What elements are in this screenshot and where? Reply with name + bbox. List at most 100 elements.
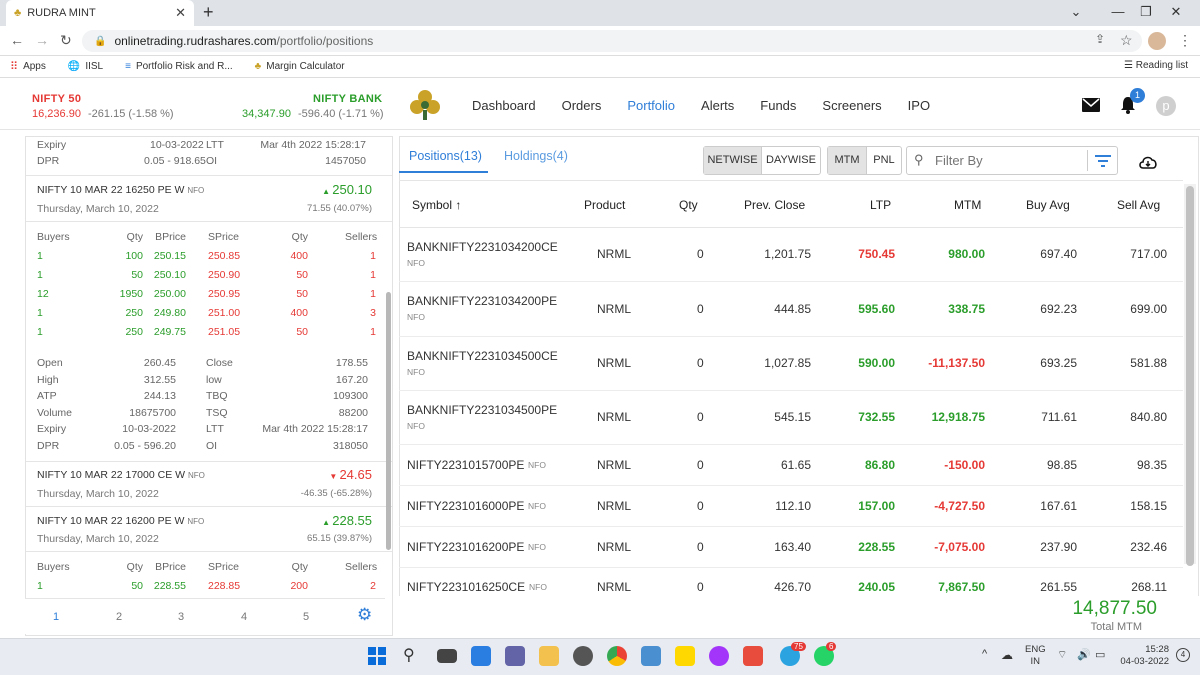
product: NRML: [597, 356, 632, 370]
close-tab-icon[interactable]: ✕: [175, 5, 186, 20]
position-row[interactable]: BANKNIFTY2231034500PE NFO NRML 0 545.15 732.5…: [399, 391, 1183, 445]
position-row[interactable]: BANKNIFTY2231034200PE NFO NRML 0 444.85 595.6…: [399, 282, 1183, 337]
user-avatar[interactable]: p: [1156, 96, 1176, 116]
nav-funds[interactable]: Funds: [760, 98, 797, 113]
task-view-icon[interactable]: [437, 649, 457, 663]
bookmark-star-icon[interactable]: ☆: [1120, 32, 1133, 48]
col-symbol[interactable]: Symbol ↑: [412, 198, 462, 212]
browser-tab[interactable]: ♣ RUDRA MINT ✕: [6, 0, 194, 26]
bookmark-iisl[interactable]: 🌐 IISL: [67, 61, 104, 72]
position-row[interactable]: BANKNIFTY2231034200CE NFO NRML 0 1,201.75 750…: [399, 228, 1183, 282]
left-scrollbar[interactable]: [386, 292, 391, 550]
telegram-icon[interactable]: [780, 646, 800, 666]
page-1[interactable]: 1: [53, 611, 60, 623]
minimize-icon[interactable]: —: [1111, 4, 1125, 19]
profile-avatar[interactable]: [1148, 32, 1166, 50]
position-row[interactable]: NIFTY2231015700PE NFO NRML 0 61.65 86.80 -150.…: [399, 445, 1183, 486]
col-prev-close[interactable]: Prev. Close: [744, 198, 806, 212]
col-mtm[interactable]: MTM: [954, 198, 982, 212]
remote-desktop-icon[interactable]: [641, 646, 661, 666]
nav-dashboard[interactable]: Dashboard: [472, 98, 536, 113]
netwise-button[interactable]: NETWISE: [704, 147, 762, 174]
sell-avg: 158.15: [1130, 498, 1167, 513]
position-row[interactable]: NIFTY2231016200PE NFO NRML 0 163.40 228.55 -7,…: [399, 527, 1183, 568]
rudra-logo-icon[interactable]: [408, 88, 442, 122]
pnl-button[interactable]: PNL: [865, 147, 901, 174]
col-sell-avg[interactable]: Sell Avg: [1117, 198, 1161, 212]
settings-gear-icon[interactable]: ⚙: [357, 605, 373, 624]
windows-start-icon[interactable]: [368, 647, 386, 665]
col-buy-avg[interactable]: Buy Avg: [1026, 198, 1070, 212]
positions-scrollbar[interactable]: [1184, 184, 1196, 566]
filter-input[interactable]: [935, 150, 1085, 171]
back-icon[interactable]: ←: [10, 32, 24, 48]
mtm: -11,137.50: [928, 356, 985, 370]
product: NRML: [597, 410, 632, 424]
clock[interactable]: 15:28 04-03-2022: [1120, 644, 1169, 667]
col-product[interactable]: Product: [584, 198, 626, 212]
page-3[interactable]: 3: [178, 611, 185, 623]
daywise-button[interactable]: DAYWISE: [761, 147, 820, 174]
volume-icon[interactable]: 🔊: [1077, 649, 1091, 661]
prev-close: 545.15: [774, 410, 811, 424]
tab-search-icon[interactable]: ⌄: [1070, 4, 1082, 19]
mtm-button[interactable]: MTM: [828, 147, 866, 174]
language-indicator[interactable]: ENG IN: [1025, 644, 1046, 667]
messenger-icon[interactable]: [709, 646, 729, 666]
telegram-badge: 75: [791, 642, 806, 651]
reload-icon[interactable]: ↻: [60, 32, 72, 48]
stat-cell: 244.13: [143, 390, 176, 402]
col-ltp[interactable]: LTP: [870, 198, 892, 212]
search-taskbar-icon[interactable]: ⚲: [403, 647, 415, 664]
reading-list-button[interactable]: ☰ Reading list: [1123, 60, 1188, 71]
page-5[interactable]: 5: [303, 611, 310, 623]
close-window-icon[interactable]: ✕: [1170, 4, 1182, 19]
depth-header: Buyers: [37, 561, 70, 573]
chrome-icon[interactable]: [607, 646, 627, 666]
dpr-label: DPR: [37, 155, 60, 167]
nifty50-quote: 16,236.90 -261.15 (-1.58 %): [32, 108, 174, 120]
share-icon[interactable]: ⇪: [1095, 32, 1106, 46]
bookmark-margin-calculator[interactable]: ♣ Margin Calculator: [254, 61, 345, 72]
app-icon[interactable]: [743, 646, 763, 666]
new-tab-icon[interactable]: +: [203, 2, 214, 22]
contract-date: Thursday, March 10, 2022: [37, 203, 159, 215]
nav-portfolio[interactable]: Portfolio: [627, 98, 676, 113]
bookmark-portfolio-risk[interactable]: ≡ Portfolio Risk and R...: [125, 61, 233, 72]
cloud-download-icon[interactable]: [1138, 155, 1158, 170]
depth-header: Qty: [126, 231, 143, 243]
tab-holdings[interactable]: Holdings(4): [504, 149, 568, 163]
wifi-icon[interactable]: ⌔: [1057, 649, 1068, 661]
forward-icon[interactable]: →: [35, 32, 49, 48]
col-qty[interactable]: Qty: [679, 198, 698, 212]
page-4[interactable]: 4: [241, 611, 248, 623]
file-explorer-icon[interactable]: [539, 646, 559, 666]
divider: [26, 221, 392, 222]
app-icon[interactable]: [573, 646, 593, 666]
whatsapp-icon[interactable]: [814, 646, 834, 666]
widgets-icon[interactable]: [471, 646, 491, 666]
battery-icon[interactable]: ▭: [1095, 649, 1106, 661]
sticky-notes-icon[interactable]: [675, 646, 695, 666]
browser-menu-icon[interactable]: ⋮: [1178, 32, 1192, 48]
nav-orders[interactable]: Orders: [561, 98, 602, 113]
nav-ipo[interactable]: IPO: [907, 98, 931, 113]
onedrive-icon[interactable]: ☁: [1001, 648, 1013, 662]
mail-icon[interactable]: [1082, 98, 1100, 112]
filter-lines-icon[interactable]: [1095, 155, 1111, 167]
page-2[interactable]: 2: [116, 611, 123, 623]
chat-icon[interactable]: [505, 646, 525, 666]
bookmark-apps[interactable]: ⠿ Apps: [10, 61, 46, 73]
tab-positions[interactable]: Positions(13): [409, 149, 482, 163]
oi-value: 1457050: [325, 155, 366, 167]
mtm: -7,075.00: [934, 539, 985, 554]
position-row[interactable]: NIFTY2231016000PE NFO NRML 0 112.10 157.00 -4,…: [399, 486, 1183, 527]
position-row[interactable]: BANKNIFTY2231034500CE NFO NRML 0 1,027.85 590…: [399, 337, 1183, 391]
notification-center-icon[interactable]: 4: [1176, 648, 1190, 662]
restore-icon[interactable]: ❐: [1140, 4, 1152, 19]
tray-chevron-icon[interactable]: ^: [982, 648, 988, 660]
url-bar[interactable]: 🔒 onlinetrading.rudrashares.com/portfoli…: [82, 30, 1142, 52]
scrollbar-thumb[interactable]: [1186, 186, 1194, 566]
nav-screeners[interactable]: Screeners: [822, 98, 882, 113]
nav-alerts[interactable]: Alerts: [701, 98, 735, 113]
